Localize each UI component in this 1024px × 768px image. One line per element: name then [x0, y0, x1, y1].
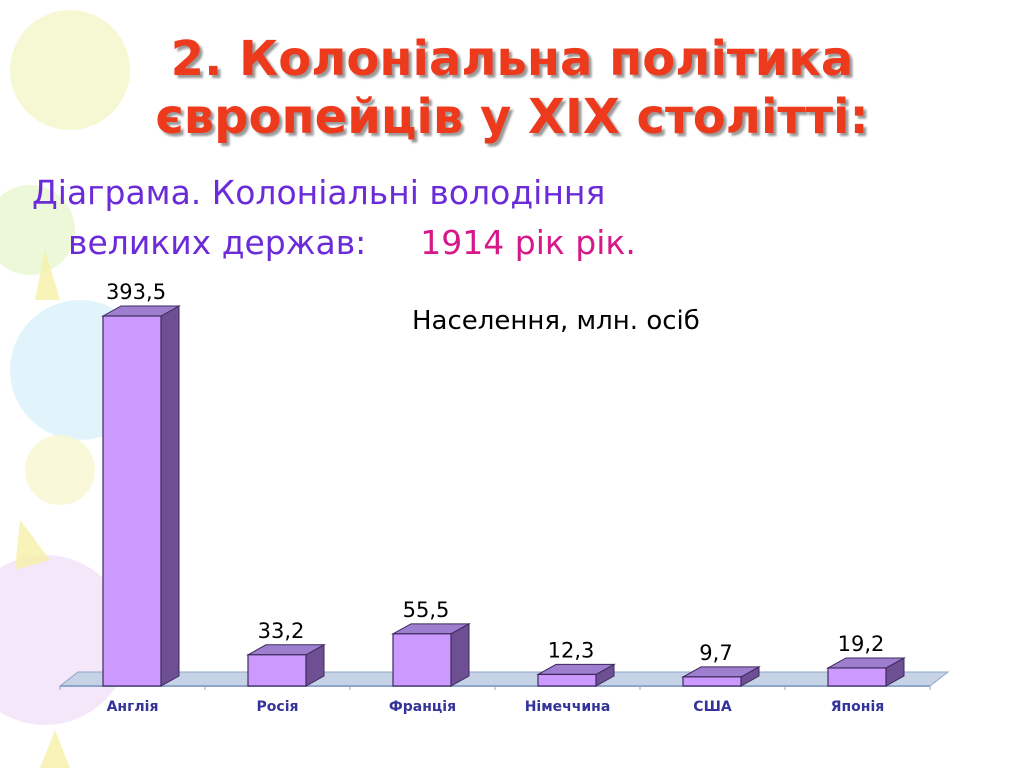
- chart-floor: [58, 671, 950, 687]
- slide-title-line-2: європейців у XIX столітті:: [155, 89, 869, 145]
- bar-side: [450, 622, 470, 687]
- ray-1: [35, 250, 60, 300]
- subtitle-states: великих держав:: [68, 223, 367, 262]
- data-label: 393,5: [106, 280, 166, 304]
- data-label: 12,3: [548, 638, 595, 662]
- subtitle-year: 1914 рік рік.: [420, 223, 636, 262]
- category-label: Росія: [257, 699, 299, 715]
- data-label: 9,7: [699, 641, 732, 665]
- category-label: Японія: [831, 699, 885, 715]
- bar: [682, 676, 742, 687]
- bar: [827, 667, 887, 687]
- subtitle-line-1: Діаграма. Колоніальні володіння: [32, 173, 606, 212]
- data-label: 33,2: [258, 619, 305, 643]
- bar: [392, 633, 452, 687]
- slide-title-line-1: 2. Колоніальна політика: [170, 31, 854, 87]
- ray-2: [15, 520, 50, 570]
- category-label: Франція: [389, 699, 456, 715]
- category-label: США: [693, 699, 732, 715]
- bar: [247, 654, 307, 687]
- subtitle-line-2: великих держав: 1914 рік рік.: [32, 218, 932, 268]
- balloon-yellow: [10, 10, 130, 130]
- bar: [537, 673, 597, 687]
- chart-title: Населення, млн. осіб: [412, 306, 700, 336]
- balloon-yellow-small: [25, 435, 95, 505]
- slide-subtitle: Діаграма. Колоніальні володіння великих …: [32, 168, 932, 268]
- bar-side: [160, 305, 180, 687]
- category-label: Англія: [107, 699, 159, 715]
- data-label: 19,2: [838, 632, 885, 656]
- balloon-green: [0, 185, 75, 275]
- category-label: Німеччина: [525, 699, 611, 715]
- slide-title: 2. Колоніальна політика європейців у XIX…: [40, 30, 984, 146]
- bar: [102, 315, 162, 687]
- data-label: 55,5: [403, 598, 450, 622]
- ray-3: [40, 730, 70, 768]
